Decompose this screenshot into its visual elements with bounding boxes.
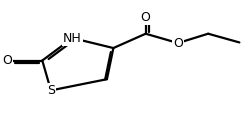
Text: NH: NH: [63, 32, 81, 45]
Text: S: S: [47, 84, 55, 97]
Text: O: O: [172, 37, 182, 50]
Text: O: O: [2, 54, 12, 67]
Text: O: O: [140, 11, 150, 24]
